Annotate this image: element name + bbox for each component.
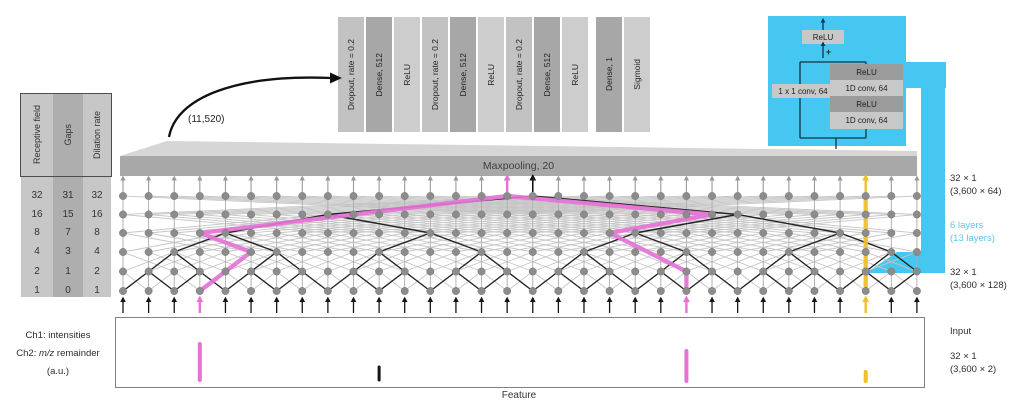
table-cell: 32 [31, 190, 43, 201]
table-header: Receptive field [32, 105, 42, 165]
residual-output-relu: ReLU [802, 30, 844, 44]
table-header-box [20, 93, 112, 177]
channel-1-label: Ch1: intensities [25, 330, 91, 341]
input-arrows [120, 295, 920, 313]
dense-layer-bar: Dropout, rate = 0.2 [506, 17, 532, 132]
table-cell: 4 [34, 246, 40, 257]
table-cell: 1 [94, 285, 100, 296]
input-size-label: 32 × 1 (3,600 × 2) [950, 351, 997, 375]
receptive-field-tree [122, 195, 918, 292]
dense-layer-bar: Dense, 512 [366, 17, 392, 132]
table-cell: 32 [91, 190, 103, 201]
table-cell: 1 [34, 285, 40, 296]
dense-head-stack: Dropout, rate = 0.2 Dense, 512 ReLU Dropout… [338, 17, 658, 132]
flatten-arrow [167, 76, 332, 138]
dilation-table: Receptive field Gaps Dilation rate 32 31 3… [20, 93, 112, 299]
pooling-arrows [120, 174, 920, 192]
dense-layer-bar: Dense, 512 [450, 17, 476, 132]
table-header: Gaps [63, 124, 73, 146]
dense-layer-bar: Dropout, rate = 0.2 [422, 17, 448, 132]
dense-layer-bar: Dropout, rate = 0.2 [338, 17, 364, 132]
residual-conv-bar: 1D conv, 64 [830, 80, 903, 96]
table-cell: 8 [34, 227, 40, 238]
table-col-gaps [53, 94, 83, 297]
layer-count-label: 6 layers (13 layers) [950, 220, 995, 244]
table-cell: 7 [65, 227, 71, 238]
table-cell: 16 [91, 208, 103, 220]
conv-output-size: 32 × 1 (3,600 × 64) [950, 173, 1002, 197]
table-cell: 1 [65, 265, 71, 277]
table-cell: 31 [62, 190, 74, 201]
table-header: Dilation rate [92, 110, 102, 160]
dense-layer-bar: ReLU [394, 17, 420, 132]
dense-layer-bar: Dense, 1 [596, 17, 622, 132]
highlighted-paths [197, 193, 868, 294]
table-cell: 15 [62, 208, 74, 220]
unit-label: (a.u.) [46, 366, 70, 377]
channel-labels: Ch1: intensities Ch2: m/z remainder (a.u… [4, 327, 112, 381]
table-cell: 0 [65, 285, 71, 296]
table-cell: 2 [34, 265, 40, 277]
conv-nodes [119, 192, 921, 295]
table-cell: 4 [94, 246, 100, 257]
residual-relu-bar: ReLU [830, 64, 903, 80]
channel-2-label: Ch2: m/z remainder [16, 348, 100, 359]
residual-skip-conv: 1 x 1 conv, 64 [772, 84, 834, 98]
residual-conv-bar: 1D conv, 64 [830, 112, 903, 129]
maxpooling-label: Maxpooling, 20 [482, 160, 555, 172]
table-cell: 16 [31, 208, 43, 220]
maxpooling-bar: Maxpooling, 20 [120, 156, 917, 176]
input-feature-box [115, 317, 925, 388]
table-cell: 3 [65, 246, 71, 257]
residual-block-arm [906, 62, 946, 88]
dense-layer-bar: Dense, 512 [534, 17, 560, 132]
table-col-dilation-rate [83, 94, 111, 297]
table-cell: 8 [94, 227, 100, 238]
table-col-receptive-field [21, 94, 53, 297]
flatten-size-label: (11,520) [188, 114, 225, 125]
dilated-mesh [122, 195, 918, 292]
residual-relu-bar: ReLU [830, 96, 903, 112]
dense-layer-bar: Sigmoid [624, 17, 650, 132]
dense-layer-bar: ReLU [478, 17, 504, 132]
table-cell: 2 [94, 265, 100, 277]
feature-axis-label: Feature [501, 390, 537, 401]
concat-output-size: 32 × 1 (3,600 × 128) [950, 267, 1007, 291]
dense-layer-bar: ReLU [562, 17, 588, 132]
input-label: Input [950, 326, 972, 337]
